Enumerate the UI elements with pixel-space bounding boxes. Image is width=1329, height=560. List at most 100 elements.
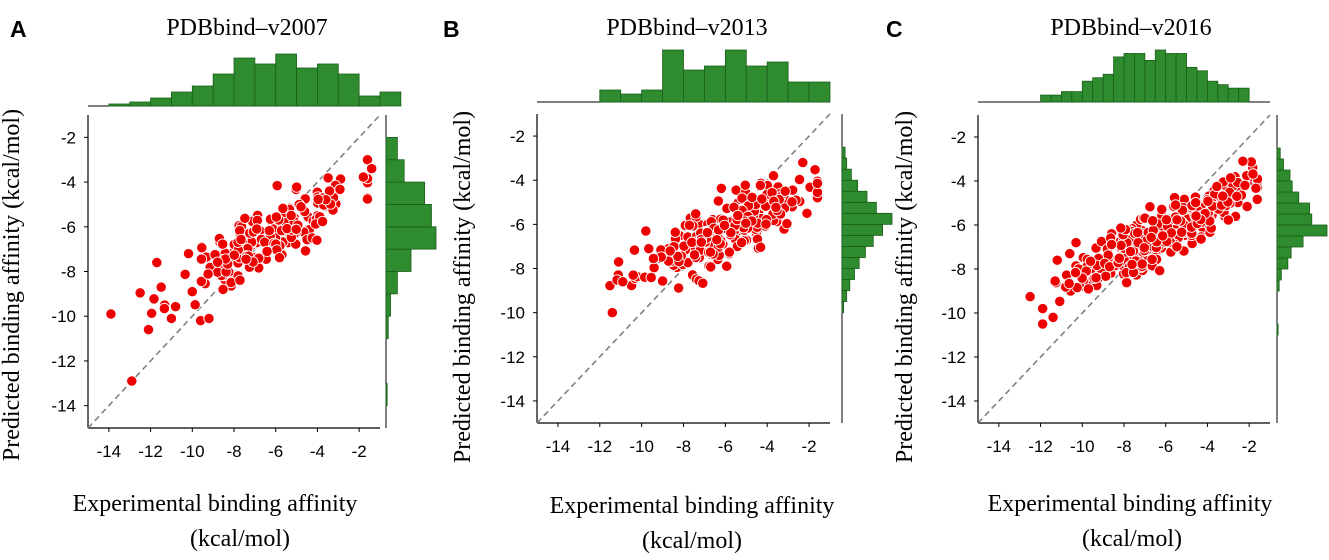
right-hist-bar	[841, 301, 844, 314]
data-point	[1124, 245, 1137, 258]
data-point	[1146, 253, 1158, 266]
data-point	[1156, 203, 1168, 215]
right-hist-bar	[841, 168, 852, 181]
data-point	[126, 375, 138, 387]
top-hist-bar	[1134, 53, 1146, 103]
right-hist-bar	[1276, 169, 1291, 182]
panel-b-x-axis-label-line1: Experimental binding affinity	[550, 493, 835, 519]
top-hist-bar	[1050, 94, 1062, 103]
data-point	[1084, 255, 1097, 267]
data-point	[672, 282, 685, 294]
top-hist-bar	[724, 49, 747, 103]
y-tick-label: -6	[510, 215, 525, 234]
y-tick-label: -14	[500, 392, 525, 411]
data-point	[809, 164, 821, 176]
top-hist-bar	[1123, 53, 1135, 103]
data-point	[271, 179, 283, 192]
data-point	[240, 253, 252, 265]
x-tick-label: -8	[676, 437, 691, 456]
data-point	[1171, 214, 1183, 226]
y-tick-label: -2	[61, 128, 76, 147]
right-hist-bar	[385, 271, 398, 295]
data-point	[1037, 318, 1049, 330]
data-point	[1115, 239, 1127, 252]
data-point	[295, 201, 307, 213]
data-point	[235, 233, 247, 246]
right-hist-bar	[385, 204, 432, 228]
data-point	[686, 236, 698, 248]
data-point	[628, 244, 641, 256]
data-point	[1131, 226, 1144, 239]
right-hist-bar	[385, 226, 437, 250]
data-point	[770, 201, 782, 214]
y-tick-label: -12	[51, 352, 76, 371]
top-hist-bar	[620, 93, 643, 103]
data-point	[316, 215, 329, 228]
data-point	[285, 209, 297, 222]
data-point	[1115, 222, 1127, 234]
panel-b-letter: B	[443, 16, 460, 42]
data-point	[1217, 190, 1229, 202]
y-tick-label: -2	[510, 127, 525, 146]
data-point	[1190, 210, 1202, 222]
right-hist-bar	[385, 382, 388, 407]
top-hist-bar	[787, 81, 810, 103]
data-point	[165, 312, 178, 325]
data-point	[1049, 275, 1061, 287]
panel-c-x-axis-label-line2: (kcal/mol)	[1082, 526, 1182, 552]
right-hist-bar	[1276, 202, 1311, 215]
data-point	[1175, 226, 1188, 238]
right-hist-bar	[841, 190, 868, 203]
data-point	[158, 302, 171, 315]
x-tick-label: -4	[1200, 437, 1215, 456]
top-hist-bar	[233, 57, 256, 107]
data-point	[1100, 270, 1112, 282]
data-point	[1237, 155, 1249, 167]
data-point	[740, 217, 752, 229]
data-point	[1069, 267, 1082, 279]
top-hist-bar	[808, 81, 831, 103]
data-point	[1154, 265, 1166, 277]
data-point	[1136, 258, 1148, 270]
right-hist-bar	[841, 279, 851, 291]
panel-a-title: PDBbind–v2007	[166, 15, 327, 41]
data-point	[1145, 231, 1157, 244]
data-point	[683, 219, 696, 231]
data-point	[261, 245, 273, 257]
data-point	[1037, 302, 1049, 315]
data-point	[105, 308, 117, 320]
top-hist-bar	[191, 85, 214, 107]
x-tick-label: -6	[718, 437, 733, 456]
data-point	[228, 249, 240, 261]
top-hist-bar	[1102, 73, 1114, 103]
panel-a-x-axis-label-line1: Experimental binding affinity	[73, 491, 358, 517]
x-tick-label: -4	[760, 437, 775, 456]
data-point	[643, 243, 655, 255]
top-hist-bar	[599, 89, 622, 103]
top-hist-bar	[641, 89, 663, 103]
top-hist-bar	[662, 49, 684, 103]
data-point	[704, 246, 717, 258]
right-hist-bar	[841, 201, 877, 214]
right-hist-bar	[841, 268, 855, 280]
data-point	[1051, 254, 1063, 266]
y-tick-label: -12	[941, 348, 966, 367]
data-point	[1138, 242, 1150, 254]
right-hist-bar	[841, 146, 846, 159]
data-point	[606, 306, 618, 319]
x-tick-label: -8	[1116, 437, 1131, 456]
data-point	[196, 242, 208, 254]
top-hist-bar	[296, 67, 318, 107]
y-tick-label: -14	[941, 392, 966, 411]
data-point	[1147, 215, 1159, 227]
x-tick-label: -12	[1028, 437, 1053, 456]
y-tick-label: -10	[941, 304, 966, 323]
panel-c-title: PDBbind–v2016	[1050, 15, 1211, 41]
y-tick-label: -4	[951, 172, 966, 191]
top-hist-bar	[766, 61, 789, 103]
data-point	[195, 253, 208, 265]
data-point	[1222, 214, 1235, 226]
right-hist-bar	[841, 179, 859, 192]
top-hist-bar	[1165, 53, 1177, 103]
data-point	[239, 212, 251, 224]
